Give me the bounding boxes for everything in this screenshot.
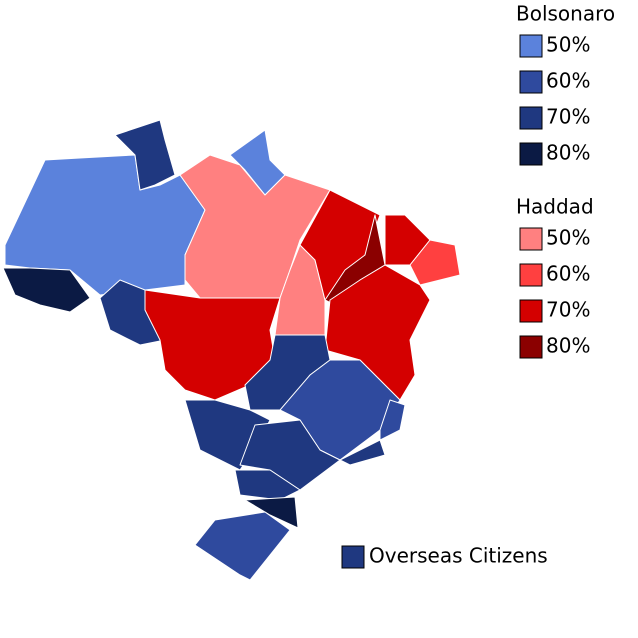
legend-label: 80% (546, 141, 590, 165)
state (379, 399, 406, 441)
state (244, 496, 299, 529)
legend-swatch (519, 142, 543, 166)
state (409, 239, 461, 286)
legend-title: Bolsonaro (516, 2, 615, 26)
legend-title: Haddad (516, 195, 594, 219)
legend-swatch (519, 227, 543, 251)
legend-swatch (519, 299, 543, 323)
legend-label: 50% (546, 33, 590, 57)
legend-swatch (341, 545, 365, 569)
state (194, 511, 291, 581)
legend-swatch (519, 70, 543, 94)
legend-label: 60% (546, 262, 590, 286)
state (144, 289, 281, 401)
state (2, 267, 91, 313)
legend-swatch (519, 263, 543, 287)
state (179, 154, 331, 299)
legend-swatch (519, 335, 543, 359)
legend-swatch (519, 106, 543, 130)
legend-label: 50% (546, 226, 590, 250)
legend-label: Overseas Citizens (369, 544, 548, 568)
legend-swatch (519, 34, 543, 58)
state (239, 419, 341, 491)
state (339, 439, 386, 466)
state (234, 469, 301, 501)
legend-label: 70% (546, 105, 590, 129)
legend-label: 70% (546, 298, 590, 322)
legend: Bolsonaro 50% 60% 70% 80% Haddad 50% 60% 70% 80% O… (341, 2, 615, 569)
legend-label: 80% (546, 334, 590, 358)
state (324, 264, 431, 401)
state (114, 119, 176, 191)
brazil-map (2, 119, 461, 581)
legend-label: 60% (546, 69, 590, 93)
